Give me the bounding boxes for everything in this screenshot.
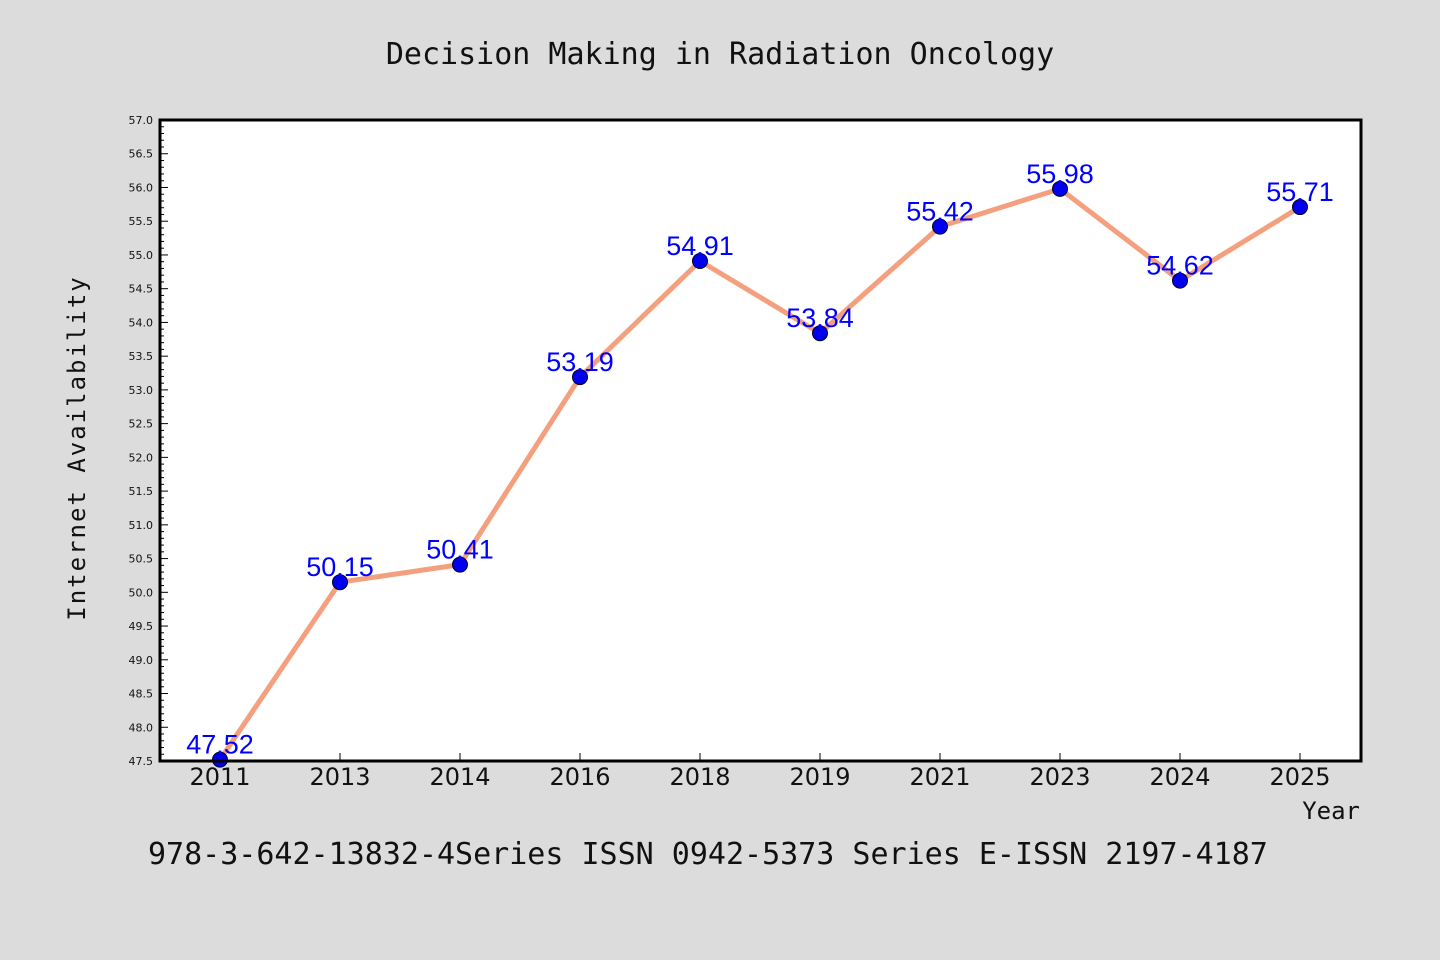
y-tick-label: 56.5 [129,148,154,161]
x-tick-label: 2021 [909,763,970,791]
data-label: 54.91 [666,231,734,261]
plot-area [160,120,1361,761]
data-point [812,325,828,342]
y-tick-label: 53.5 [129,350,154,363]
data-label: 54.62 [1146,251,1214,281]
y-tick-label: 47.5 [129,755,154,768]
data-point [1172,272,1188,289]
x-tick-label: 2014 [429,763,490,791]
data-label: 50.41 [426,535,494,565]
data-point [1052,180,1068,197]
x-tick-label: 2019 [789,763,850,791]
data-label: 55.98 [1026,159,1094,189]
data-label: 50.15 [306,552,374,582]
data-labels-group: 47.52 50.15 50.41 53.19 54.91 53.84 55.42 55.98… [186,159,1334,760]
y-tick-label: 50.0 [129,586,154,599]
y-axis-label: Internet Availability [63,275,91,620]
y-tick-label: 48.5 [129,688,154,701]
chart-title: Decision Making in Radiation Oncology [386,37,1054,72]
data-point [932,218,948,235]
plot-frame [158,118,1363,763]
data-point [572,369,588,386]
isbn-issn-footer: 978-3-642-13832-4Series ISSN 0942-5373 S… [148,837,1268,872]
data-label: 55.42 [906,197,974,227]
y-tick-label: 55.5 [129,215,154,228]
y-tick-label: 53.0 [129,384,154,397]
data-point [1292,199,1308,216]
data-label: 53.19 [546,347,614,377]
y-tick-label: 50.5 [129,553,154,566]
data-label: 53.84 [786,303,854,333]
y-tick-label: 51.0 [129,519,154,532]
y-tick-label: 55.0 [129,249,154,262]
series-group [212,180,1308,768]
x-tick-label: 2016 [549,763,610,791]
series-line [217,186,1303,763]
y-tick-label: 49.5 [129,620,154,633]
y-tick-label: 56.0 [129,181,154,194]
data-point [452,556,468,573]
y-tick-label: 49.0 [129,654,154,667]
x-tick-label: 2023 [1029,763,1090,791]
x-tick-label: 2011 [189,763,250,791]
y-tick-label: 54.0 [129,316,154,329]
data-label: 55.71 [1266,177,1334,207]
x-axis-label: Year [1302,797,1360,825]
y-tick-label: 52.5 [129,418,154,431]
data-point [332,574,348,591]
data-label: 47.52 [186,730,254,760]
x-tick-label: 2025 [1269,763,1330,791]
x-tick-label: 2018 [669,763,730,791]
x-tick-label: 2024 [1149,763,1210,791]
x-tick-label: 2013 [309,763,370,791]
y-tick-label: 52.0 [129,451,154,464]
y-tick-label: 54.5 [129,283,154,296]
y-tick-label: 51.5 [129,485,154,498]
data-point [692,253,708,270]
y-tick-label: 57.0 [129,114,154,127]
x-axis: 2011 2013 2014 2016 2018 2019 2021 2023 2024 2025 [189,753,1331,791]
y-axis: 47.5 48.0 48.5 49.0 49.5 50.0 50.5 51.0 51.5 52.0… [129,114,168,768]
y-tick-label: 48.0 [129,721,154,734]
